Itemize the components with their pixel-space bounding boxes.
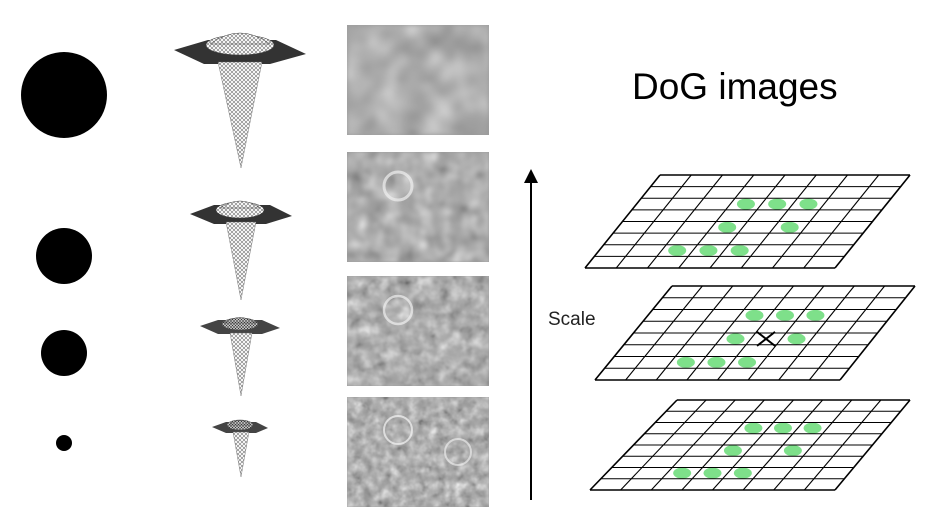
extrema-marker <box>780 221 799 233</box>
grid-line <box>803 174 880 269</box>
extrema-marker <box>673 467 692 479</box>
dog-kernel-1 <box>174 32 306 169</box>
extrema-marker <box>730 245 749 257</box>
grid-line <box>712 399 794 491</box>
extrema-marker <box>744 422 763 434</box>
title: DoG images <box>632 66 838 107</box>
extrema-marker <box>703 467 722 479</box>
grid-line <box>834 399 911 491</box>
grid-line <box>839 285 916 381</box>
extrema-marker <box>783 445 802 457</box>
extrema-marker <box>676 356 695 368</box>
filtered-image-4 <box>347 397 489 507</box>
filtered-image-2 <box>347 152 489 262</box>
extrema-marker <box>787 333 806 345</box>
blob-scale-2 <box>36 228 92 284</box>
grid-line <box>834 174 911 269</box>
extrema-marker <box>699 245 718 257</box>
extrema-marker <box>768 198 787 210</box>
extrema-marker <box>736 198 755 210</box>
filtered-image-3 <box>347 276 489 386</box>
extrema-marker <box>738 356 757 368</box>
dog-kernel-3 <box>200 317 280 397</box>
grid-line <box>803 399 882 491</box>
scale-axis-label: Scale <box>548 309 596 330</box>
grid-line <box>717 285 794 381</box>
grid-line <box>808 285 886 381</box>
filtered-image-1 <box>347 25 489 135</box>
extrema-marker <box>718 221 737 233</box>
extrema-marker <box>668 245 687 257</box>
extrema-marker <box>773 422 792 434</box>
grid-line <box>773 399 853 491</box>
grid-line <box>709 174 786 269</box>
grid-line <box>778 285 855 381</box>
grid-line <box>742 399 824 491</box>
extrema-marker <box>726 333 745 345</box>
extrema-marker <box>799 198 818 210</box>
blob-scale-4 <box>56 435 72 451</box>
blob-scale-3 <box>41 330 87 376</box>
blob-scale-1 <box>21 52 107 138</box>
dog-kernel-2 <box>190 200 292 301</box>
dog-grid-2 <box>594 285 916 381</box>
extrema-marker <box>745 309 764 321</box>
dog-grids <box>584 174 916 491</box>
extrema-marker <box>733 467 752 479</box>
extrema-marker <box>806 309 825 321</box>
extrema-marker <box>723 445 742 457</box>
extrema-marker <box>775 309 794 321</box>
dog-grid-1 <box>584 174 911 269</box>
extrema-marker <box>803 422 822 434</box>
grid-line <box>747 285 825 381</box>
extrema-marker <box>707 356 726 368</box>
dog-kernel-4 <box>212 419 268 478</box>
candidate-keypoint-mark <box>756 331 776 347</box>
dog-grid-3 <box>589 399 911 491</box>
grid-line <box>740 174 817 269</box>
grid-line <box>772 174 848 269</box>
